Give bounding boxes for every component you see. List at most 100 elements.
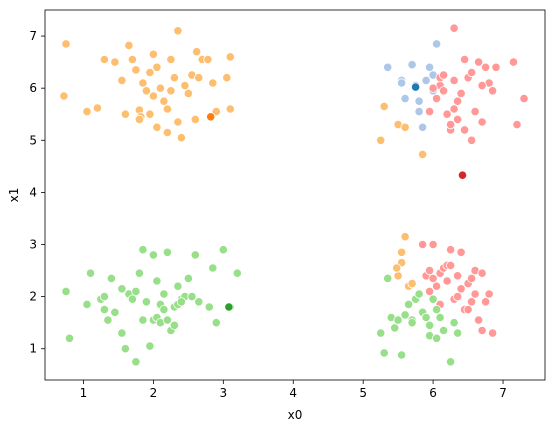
data-point: [466, 135, 477, 145]
y-tick-label: 6: [29, 81, 37, 95]
data-point: [92, 103, 103, 113]
data-point: [145, 109, 155, 119]
data-point: [120, 344, 131, 354]
data-point: [438, 70, 449, 80]
data-point: [225, 52, 235, 62]
data-point: [61, 286, 71, 296]
data-point: [449, 318, 459, 328]
data-point: [438, 325, 449, 336]
data-point: [117, 284, 127, 294]
data-point: [424, 286, 435, 296]
data-point: [204, 302, 214, 312]
data-point: [376, 328, 386, 338]
data-point: [421, 75, 431, 86]
data-point: [383, 62, 393, 72]
data-point: [166, 86, 176, 96]
data-point: [466, 67, 477, 78]
data-point: [487, 86, 498, 96]
data-point: [383, 273, 393, 283]
x-tick-label: 3: [220, 386, 228, 400]
data-point: [445, 357, 456, 367]
data-point: [162, 127, 172, 138]
y-tick-label: 4: [29, 185, 37, 199]
data-point: [470, 107, 480, 117]
data-point: [480, 62, 491, 72]
x-tick-label: 6: [429, 386, 437, 400]
y-tick-label: 1: [29, 342, 37, 356]
x-tick-label: 2: [150, 386, 158, 400]
data-point: [117, 328, 127, 338]
data-point: [424, 265, 435, 276]
data-point: [145, 67, 155, 78]
data-point: [138, 315, 148, 325]
data-point: [477, 325, 487, 336]
points-layer: [59, 23, 529, 367]
data-point: [194, 297, 204, 307]
y-tick-label: 7: [29, 29, 37, 43]
data-point: [131, 357, 141, 367]
data-point: [470, 289, 480, 299]
data-point: [519, 94, 529, 104]
data-point: [400, 310, 410, 320]
data-point: [456, 284, 466, 294]
data-point: [127, 54, 137, 65]
data-point: [82, 299, 92, 309]
data-point: [452, 328, 463, 338]
data-point: [218, 245, 228, 255]
data-point: [162, 104, 172, 114]
data-point: [61, 39, 71, 49]
data-point: [148, 49, 158, 59]
data-point: [414, 96, 424, 106]
y-ticks: 1 2 3 4 5 6 7: [29, 29, 45, 356]
data-point: [417, 122, 428, 132]
data-point: [376, 135, 386, 145]
data-point: [124, 40, 134, 51]
data-point: [431, 39, 442, 49]
y-tick-label: 3: [29, 238, 37, 252]
data-point: [424, 107, 435, 117]
data-point: [390, 323, 400, 333]
data-point: [396, 247, 407, 257]
data-point: [148, 250, 158, 260]
data-point: [379, 348, 389, 358]
data-point: [117, 75, 127, 86]
y-tick-label: 5: [29, 133, 37, 147]
data-point: [379, 101, 389, 112]
data-point: [222, 73, 232, 83]
data-point: [431, 304, 442, 315]
data-point: [442, 109, 452, 119]
data-point: [400, 94, 410, 104]
plot-frame: [44, 9, 546, 381]
data-point: [176, 297, 186, 307]
data-point: [162, 315, 172, 325]
data-point: [407, 60, 417, 70]
data-point: [103, 315, 113, 325]
data-point: [442, 276, 452, 286]
data-point: [414, 107, 424, 117]
data-point: [459, 54, 470, 65]
data-point: [452, 291, 463, 302]
data-point: [187, 291, 197, 302]
data-point: [59, 91, 69, 101]
data-point: [400, 232, 410, 242]
data-point: [417, 239, 428, 250]
data-point: [64, 333, 75, 343]
data-point: [145, 341, 155, 351]
data-point: [466, 297, 477, 307]
data-point: [456, 88, 466, 99]
data-point: [208, 78, 218, 88]
data-point: [211, 107, 221, 117]
data-point: [152, 122, 162, 132]
data-point: [428, 239, 438, 250]
data-point: [487, 328, 498, 338]
data-point: [452, 96, 463, 106]
data-point: [180, 81, 190, 91]
data-point: [131, 286, 141, 296]
data-point: [508, 57, 519, 67]
data-point: [131, 65, 141, 75]
data-point: [407, 318, 417, 328]
data-point: [166, 54, 176, 65]
data-point: [449, 23, 459, 33]
data-point: [417, 149, 428, 159]
data-point: [428, 83, 438, 93]
